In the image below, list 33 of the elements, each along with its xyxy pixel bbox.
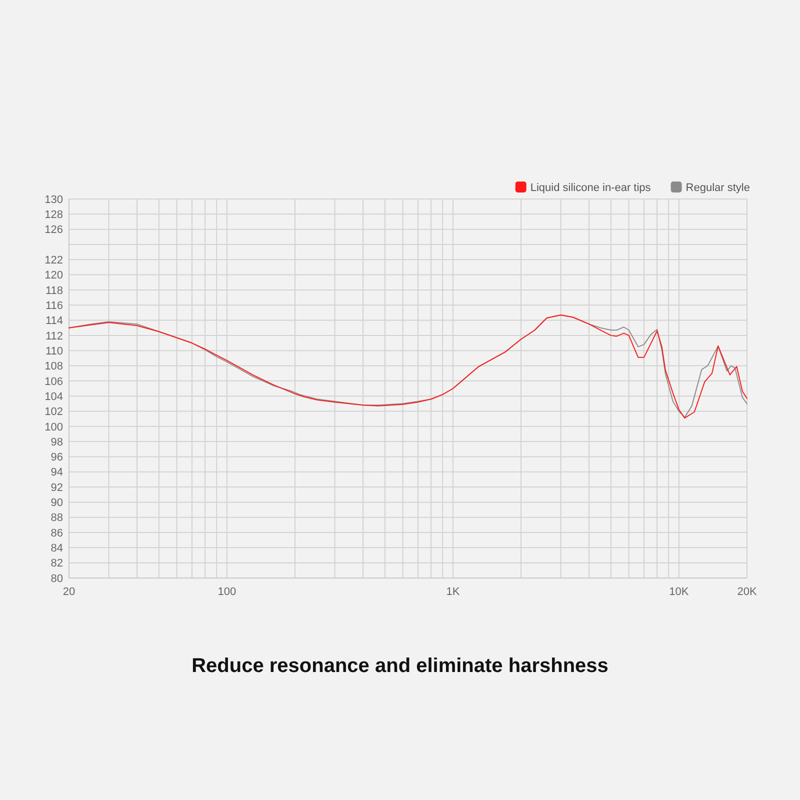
legend-label: Liquid silicone in-ear tips — [530, 182, 652, 194]
y-tick-label: 122 — [44, 254, 63, 266]
y-tick-label: 94 — [50, 466, 63, 479]
y-tick-label: 108 — [44, 360, 63, 373]
y-tick-label: 120 — [44, 270, 63, 282]
y-tick-label: 90 — [50, 497, 63, 510]
y-tick-label: 82 — [50, 558, 63, 570]
y-tick-label: 84 — [50, 542, 63, 555]
x-tick-label: 20K — [737, 586, 758, 598]
y-tick-label: 96 — [50, 452, 63, 464]
y-tick-label: 98 — [50, 436, 63, 448]
y-tick-label: 128 — [44, 209, 63, 222]
y-tick-label: 110 — [45, 345, 63, 358]
y-tick-label: 116 — [45, 300, 63, 312]
y-tick-label: 130 — [44, 194, 63, 206]
y-tick-label: 126 — [44, 224, 63, 236]
x-tick-label: 20 — [62, 586, 76, 598]
text: Reduce resonance and eliminate harshness — [192, 655, 608, 677]
y-tick-label: 86 — [50, 527, 63, 540]
x-tick-label: 10K — [669, 586, 690, 598]
y-tick-label: 106 — [44, 376, 63, 388]
y-tick-label: 102 — [44, 406, 63, 418]
y-tick-label: 80 — [50, 572, 63, 585]
x-tick-label: 100 — [218, 586, 236, 598]
y-tick-label: 114 — [45, 315, 63, 328]
y-tick-label: 92 — [50, 482, 63, 494]
y-tick-label: 100 — [44, 421, 63, 434]
y-tick-label: 88 — [50, 512, 63, 524]
y-tick-label: 118 — [45, 284, 63, 297]
legend-label: Regular style — [686, 182, 750, 194]
x-tick-label: 1K — [446, 586, 460, 598]
y-tick-label: 112 — [45, 330, 63, 342]
y-tick-label: 104 — [44, 390, 63, 403]
